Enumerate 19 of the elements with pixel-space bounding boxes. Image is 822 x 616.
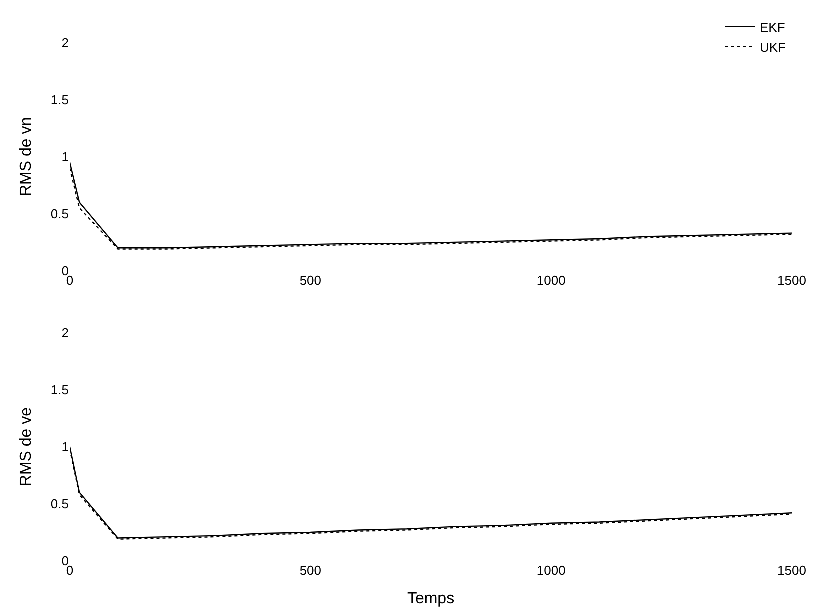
legend-label: UKF [760, 40, 786, 55]
y-tick-label: 0.5 [50, 206, 69, 222]
y-tick-label: 1 [62, 440, 69, 455]
x-tick-label: 500 [300, 272, 322, 288]
x-tick-label: 1000 [536, 563, 566, 578]
y-axis-title: RMS de ve [18, 407, 35, 487]
x-tick-label: 500 [300, 563, 322, 578]
y-tick-label: 1 [62, 150, 69, 165]
x-tick-label: 1500 [778, 272, 806, 288]
x-tick-label: 1000 [536, 272, 566, 288]
y-tick-label: 2 [62, 36, 69, 51]
y-tick-label: 0.5 [50, 496, 69, 512]
y-tick-label: 1.5 [50, 382, 69, 398]
y-tick-label: 1.5 [50, 92, 69, 108]
y-tick-label: 2 [62, 326, 69, 341]
legend-label: EKF [760, 20, 786, 35]
x-axis-title: Temps [407, 590, 455, 608]
y-axis-title: RMS de vn [18, 117, 35, 197]
x-tick-label: 1500 [778, 563, 806, 578]
